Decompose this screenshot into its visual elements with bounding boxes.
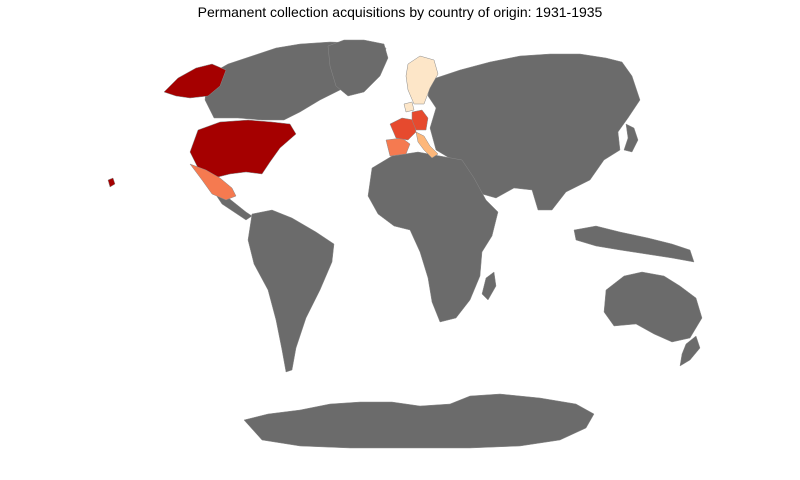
region-australia <box>603 271 703 343</box>
no-data-land <box>204 39 703 449</box>
region-spain <box>385 137 411 157</box>
region-alaska <box>163 63 227 99</box>
region-madagascar <box>481 271 497 301</box>
region-japan <box>623 123 639 153</box>
region-netherlands <box>403 101 415 113</box>
region-italy <box>415 131 439 159</box>
region-hawaii <box>107 177 116 188</box>
region-germany <box>411 109 429 131</box>
map-title: Permanent collection acquisitions by cou… <box>197 4 603 20</box>
region-greenland <box>327 39 389 97</box>
region-south-america <box>247 209 335 373</box>
region-indonesia <box>573 225 695 263</box>
highlighted-land <box>107 55 439 201</box>
region-united-states <box>189 119 297 179</box>
region-scandinavia <box>405 55 439 105</box>
region-france <box>389 117 417 141</box>
region-mexico <box>189 163 237 201</box>
region-africa <box>367 151 499 323</box>
region-antarctica <box>243 393 595 449</box>
region-new-zealand <box>679 335 701 367</box>
